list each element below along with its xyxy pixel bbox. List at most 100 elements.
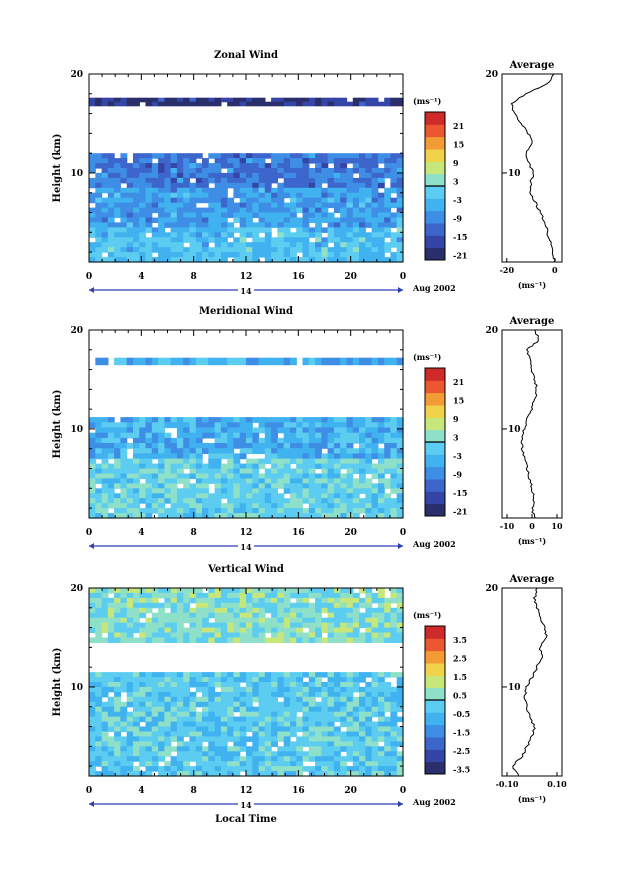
heatmap-cell [170, 701, 178, 708]
heatmap-cell [133, 202, 140, 209]
heatmap-cell [158, 741, 165, 747]
heatmap-cell [352, 202, 360, 209]
heatmap-cell [164, 761, 172, 767]
heatmap-cell [308, 453, 316, 460]
heatmap-cell [101, 478, 109, 484]
heatmap-cell [302, 483, 310, 489]
heatmap-cell [340, 607, 348, 614]
heatmap-cell [120, 622, 128, 629]
heatmap-cell [384, 192, 392, 199]
heatmap-cell [246, 672, 253, 678]
heatmap-cell [189, 746, 197, 752]
heatmap-cell [315, 458, 322, 465]
heatmap-cell [277, 237, 285, 243]
heatmap-cell [233, 592, 241, 599]
heatmap-cell [164, 597, 172, 604]
heatmap-cell [151, 453, 159, 460]
heatmap-cell [145, 721, 153, 728]
heatmap-cell [183, 222, 191, 228]
heatmap-cell [89, 177, 96, 184]
heatmap-cell [390, 711, 398, 718]
heatmap-cell [107, 432, 115, 439]
heatmap-cell [308, 726, 316, 732]
heatmap-cell [277, 427, 285, 434]
heatmap-cell [340, 483, 348, 489]
heatmap-cell [371, 706, 379, 713]
heatmap-cell [302, 417, 310, 423]
heatmap-cell [258, 632, 266, 638]
heatmap-cell [170, 202, 178, 209]
heatmap-cell [390, 503, 398, 509]
heatmap-cell [290, 746, 297, 752]
heatmap-cell [214, 483, 222, 489]
heatmap-cell [133, 691, 140, 698]
heatmap-cell [384, 217, 392, 223]
heatmap-cell [302, 721, 310, 728]
heatmap-cell [333, 453, 341, 460]
heatmap-cell [271, 222, 278, 228]
heatmap-cell [120, 202, 128, 209]
heatmap-cell [114, 177, 121, 184]
heatmap-cell [202, 612, 209, 619]
heatmap-cell [296, 622, 304, 629]
heatmap-cell [145, 513, 153, 519]
heatmap-cell [371, 746, 379, 752]
heatmap-cell [377, 168, 385, 174]
heatmap-cell [145, 237, 153, 243]
heatmap-cell [170, 182, 178, 189]
heatmap-cell [246, 686, 253, 693]
heatmap-cell [277, 453, 285, 460]
heatmap-cell [101, 597, 109, 604]
heatmap-cell [321, 177, 329, 184]
heatmap-cell [239, 588, 247, 594]
heatmap-cell [214, 153, 222, 159]
heatmap-cell [114, 721, 121, 728]
heatmap-cell [239, 257, 247, 263]
heatmap-cell [277, 422, 285, 429]
heatmap-cell [158, 202, 165, 209]
heatmap-cell [246, 177, 253, 184]
heatmap-cell [340, 498, 348, 504]
heatmap-cell [359, 182, 366, 189]
heatmap-cell [176, 746, 184, 752]
heatmap-cell [126, 202, 134, 209]
heatmap-cell [390, 443, 398, 449]
heatmap-cell [220, 622, 228, 629]
heatmap-cell [151, 417, 159, 423]
heatmap-cell [233, 101, 241, 107]
heatmap-cell [101, 721, 109, 728]
heatmap-cell [390, 222, 398, 228]
heatmap-cell [101, 197, 109, 204]
heatmap-cell [264, 478, 272, 484]
heatmap-cell [202, 182, 209, 189]
heatmap-cell [246, 612, 253, 619]
heatmap-cell [214, 672, 222, 678]
heatmap-cell [346, 217, 354, 223]
heatmap-cell [308, 716, 316, 723]
heatmap-cell [352, 756, 360, 762]
heatmap-cell [139, 612, 147, 619]
heatmap-cell [308, 458, 316, 465]
heatmap-cell [220, 192, 228, 199]
heatmap-cell [308, 422, 316, 429]
heatmap-cell [227, 756, 235, 762]
heatmap-cell [139, 751, 147, 757]
heatmap-cell [107, 478, 115, 484]
heatmap-cell [170, 177, 178, 184]
heatmap-cell [371, 691, 379, 698]
heatmap-cell [183, 726, 191, 732]
heatmap-cell [346, 427, 354, 434]
heatmap-cell [89, 622, 96, 629]
day-bar-arrow-right [398, 543, 403, 549]
heatmap-cell [352, 463, 360, 470]
heatmap-cell [158, 187, 165, 194]
heatmap-cell [396, 478, 404, 484]
heatmap-cell [89, 212, 96, 218]
heatmap-cell [327, 686, 335, 693]
heatmap-cell [214, 158, 222, 164]
heatmap-cell [315, 257, 322, 263]
heatmap-cell [290, 101, 297, 107]
heatmap-cell [377, 432, 385, 439]
heatmap-cell [208, 453, 216, 460]
heatmap-cell [352, 617, 360, 624]
